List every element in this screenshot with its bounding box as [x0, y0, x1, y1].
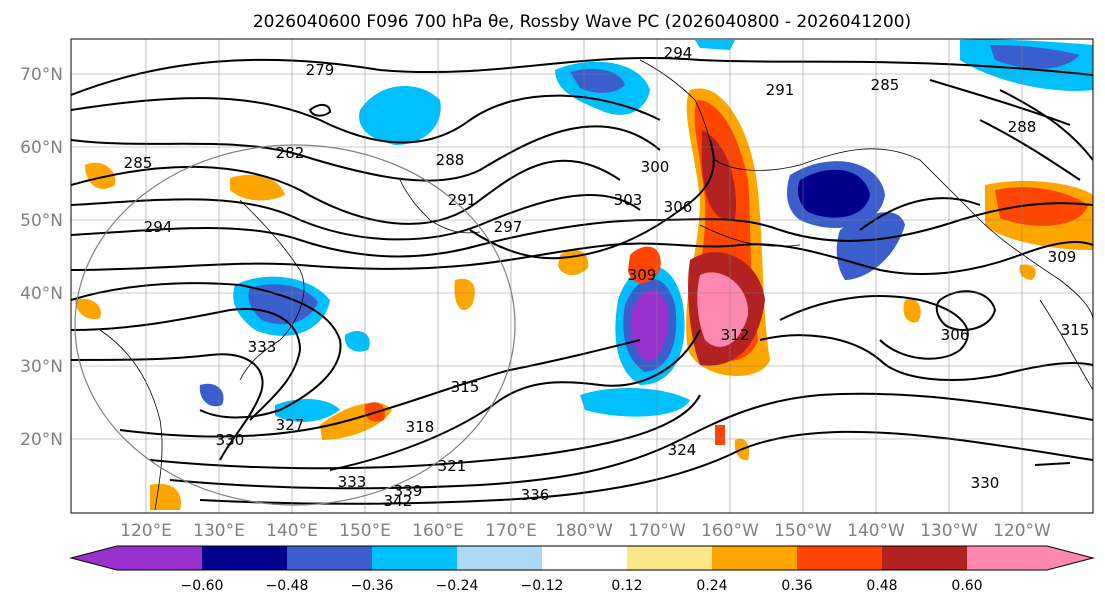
colorbar-segment [372, 546, 457, 570]
contour-label: 330 [971, 474, 1000, 492]
contour-label: 342 [384, 492, 413, 510]
contour-labels: 279 285 282 288 291 294 297 300 303 306 … [124, 44, 1090, 510]
map-panel: 279 285 282 288 291 294 297 300 303 306 … [70, 38, 1094, 514]
contour-label: 288 [1008, 118, 1037, 136]
contour-label: 333 [338, 473, 367, 491]
lon-tick: 140°W [847, 521, 905, 541]
colorbar-ticks: −0.60 −0.48 −0.36 −0.24 −0.12 0.12 0.24 … [181, 578, 983, 594]
colorbar-segment [882, 546, 967, 570]
contour-label: 303 [614, 191, 643, 209]
contour-label: 294 [144, 218, 173, 236]
lon-tick: 130°E [193, 521, 245, 541]
colorbar-tick: 0.48 [866, 578, 897, 594]
colorbar-tick: −0.24 [436, 578, 479, 594]
lon-axis: 120°E 130°E 140°E 150°E 160°E 170°E 180°… [120, 521, 1051, 541]
contour-label: 291 [448, 191, 477, 209]
lon-tick: 160°W [701, 521, 759, 541]
colorbar-tick: 0.36 [781, 578, 812, 594]
contour-label: 333 [248, 338, 277, 356]
colorbar: −0.60 −0.48 −0.36 −0.24 −0.12 0.12 0.24 … [69, 545, 1095, 594]
colorbar-tick: −0.48 [266, 578, 309, 594]
colorbar-tick: −0.60 [181, 578, 224, 594]
colorbar-tick: −0.12 [521, 578, 564, 594]
theta-e-contours [71, 56, 1093, 505]
lon-tick: 120°W [993, 521, 1051, 541]
contour-label: 330 [216, 431, 245, 449]
lon-tick: 180°W [555, 521, 613, 541]
contour-label: 327 [276, 416, 305, 434]
contour-label: 294 [664, 44, 693, 62]
colorbar-extend-high [967, 546, 1093, 570]
contour-label: 312 [721, 326, 750, 344]
chart-title: 2026040600 F096 700 hPa θe, Rossby Wave … [253, 12, 911, 32]
contour-label: 285 [871, 76, 900, 94]
colorbar-segment [117, 546, 202, 570]
lon-tick: 130°W [920, 521, 978, 541]
contour-label: 309 [628, 266, 657, 284]
lat-tick: 70°N [20, 65, 63, 85]
colorbar-segment [287, 546, 372, 570]
contour-label: 297 [494, 218, 523, 236]
contour-label: 318 [406, 418, 435, 436]
region-circle [74, 144, 516, 506]
colorbar-tick: 0.24 [696, 578, 727, 594]
contour-label: 309 [1048, 248, 1077, 266]
contour-label: 282 [276, 144, 305, 162]
lat-tick: 40°N [20, 284, 63, 304]
colorbar-segment [797, 546, 882, 570]
colorbar-tick: −0.36 [351, 578, 394, 594]
contour-label: 291 [766, 81, 795, 99]
anomaly-shading [75, 39, 1093, 510]
lat-tick: 60°N [20, 138, 63, 158]
contour-label: 306 [664, 198, 693, 216]
contour-label: 339 [394, 482, 423, 500]
lon-tick: 160°E [412, 521, 464, 541]
lat-tick: 50°N [20, 211, 63, 231]
contour-label: 306 [941, 326, 970, 344]
contour-label: 300 [641, 158, 670, 176]
contour-label: 315 [451, 378, 480, 396]
lat-tick: 20°N [20, 430, 63, 450]
lon-tick: 170°W [628, 521, 686, 541]
lon-tick: 150°E [339, 521, 391, 541]
contour-label: 288 [436, 151, 465, 169]
lon-tick: 170°E [485, 521, 537, 541]
colorbar-tick: 0.12 [611, 578, 642, 594]
contour-label: 324 [668, 441, 697, 459]
lon-tick: 120°E [120, 521, 172, 541]
colorbar-tick: 0.60 [951, 578, 982, 594]
graticule [71, 39, 1093, 513]
colorbar-segment [627, 546, 712, 570]
lon-tick: 150°W [774, 521, 832, 541]
colorbar-segment [542, 546, 627, 570]
contour-label: 321 [438, 457, 467, 475]
contour-label: 285 [124, 154, 153, 172]
contour-label: 279 [306, 61, 335, 79]
lon-tick: 140°E [266, 521, 318, 541]
lat-axis: 70°N 60°N 50°N 40°N 30°N 20°N [20, 65, 63, 450]
contour-label: 336 [521, 486, 550, 504]
colorbar-segment [457, 546, 542, 570]
colorbar-segment [202, 546, 287, 570]
colorbar-extend-low [71, 546, 117, 570]
lat-tick: 30°N [20, 357, 63, 377]
contour-label: 315 [1061, 321, 1090, 339]
colorbar-segment [712, 546, 797, 570]
coastlines [99, 59, 1093, 511]
